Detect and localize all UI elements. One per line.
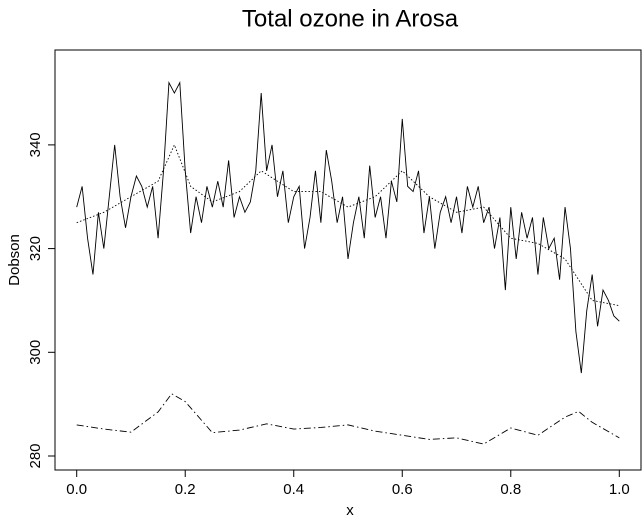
x-axis-label: x bbox=[346, 502, 354, 518]
x-tick-label: 1.0 bbox=[609, 481, 630, 498]
chart-title: Total ozone in Arosa bbox=[242, 5, 459, 32]
data-line bbox=[76, 143, 620, 307]
data-line bbox=[76, 81, 620, 374]
y-tick-label: 280 bbox=[27, 443, 44, 468]
x-tick-label: 0.4 bbox=[283, 481, 304, 498]
plot-frame bbox=[54, 49, 642, 471]
y-tick-label: 300 bbox=[27, 340, 44, 365]
y-tick-label: 340 bbox=[27, 132, 44, 157]
y-tick-label: 320 bbox=[27, 236, 44, 261]
x-tick-label: 0.0 bbox=[66, 481, 87, 498]
y-axis-label: Dobson bbox=[6, 234, 23, 286]
x-tick-label: 0.6 bbox=[392, 481, 413, 498]
x-tick-label: 0.8 bbox=[500, 481, 521, 498]
x-tick-label: 0.2 bbox=[175, 481, 196, 498]
data-line bbox=[76, 393, 620, 445]
